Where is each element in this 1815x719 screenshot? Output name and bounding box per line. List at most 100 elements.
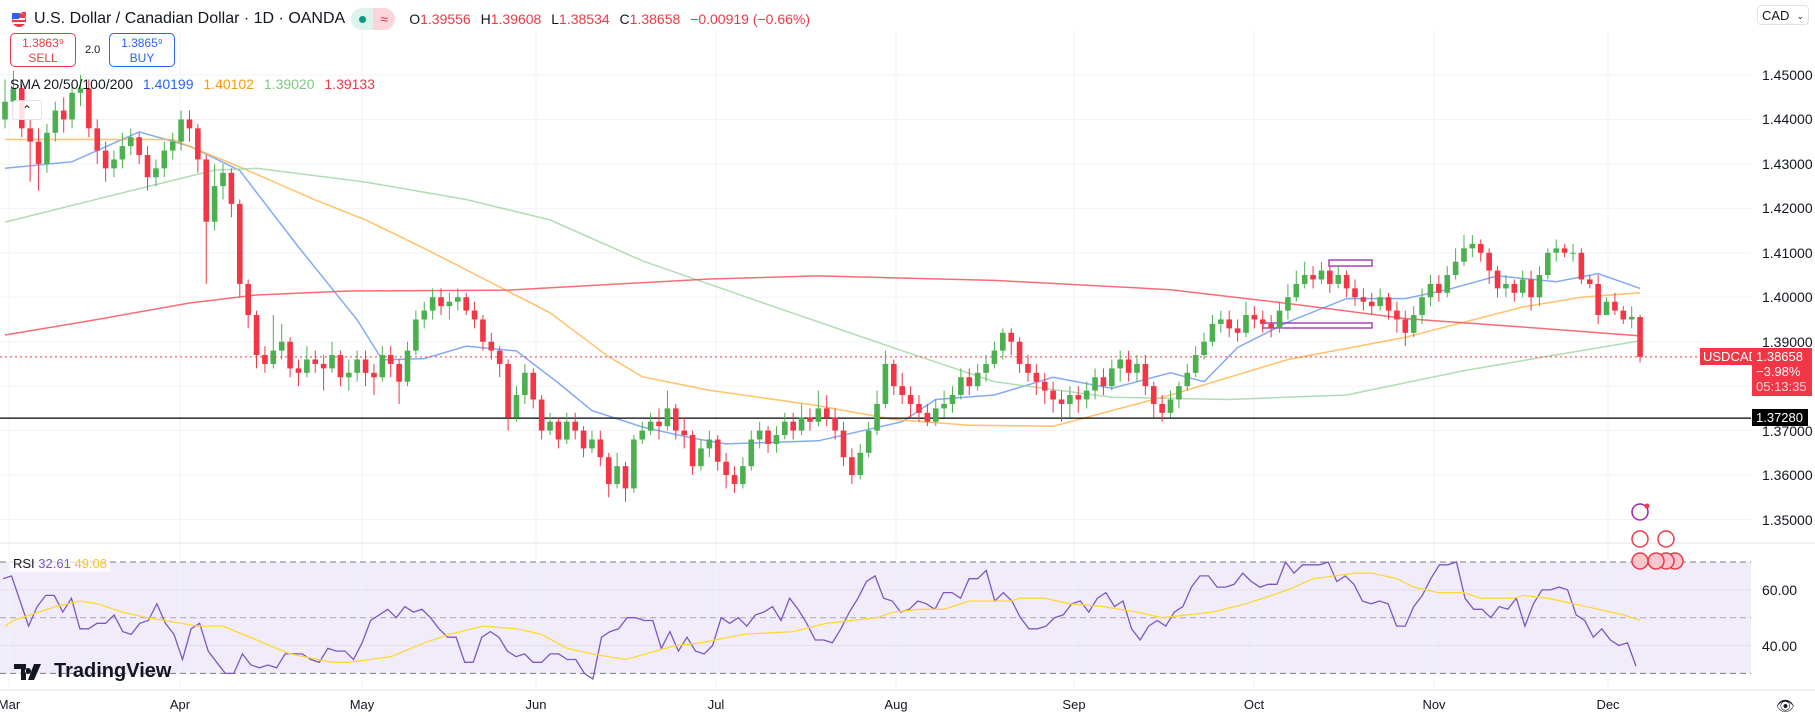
high-value: 1.39608 [490, 11, 542, 27]
currency-value: CAD [1762, 8, 1790, 23]
low-value: 1.38534 [559, 11, 610, 27]
candle-body [1620, 310, 1627, 320]
candle-body [731, 475, 738, 484]
candle-body [438, 297, 444, 307]
chart-settings-eye-icon[interactable]: 👁 [1776, 698, 1796, 715]
candle-body [27, 128, 33, 142]
time-axis-label: Apr [169, 697, 191, 712]
candle-body [1293, 283, 1300, 298]
candle-body [1528, 279, 1534, 298]
symbol-header: U.S. Dollar / Canadian Dollar · 1D · OAN… [10, 8, 816, 30]
candle-body [161, 150, 168, 169]
candle-body [949, 395, 956, 404]
candle-body [1083, 390, 1090, 400]
us-event-flag-icon [1647, 552, 1665, 570]
candle-body [396, 363, 402, 382]
candle-body [1243, 315, 1249, 333]
change-value: −0.00919 (−0.66%) [690, 11, 811, 27]
candle-body [371, 372, 377, 378]
candle-body [714, 439, 721, 462]
collapse-legend-button[interactable]: ⌃ [12, 100, 42, 120]
candle-body [446, 301, 453, 307]
candle-body [1209, 323, 1216, 342]
sell-price: 1.3863⁹ [22, 36, 64, 50]
candle-body [387, 355, 394, 364]
candle-body [471, 310, 478, 320]
candle-body [270, 350, 277, 364]
candle-body [1075, 395, 1082, 400]
tradingview-logo-icon [14, 663, 41, 680]
candle-body [203, 159, 210, 222]
chevron-up-icon: ⌃ [21, 103, 33, 117]
buy-price: 1.3865⁹ [121, 36, 163, 50]
ohlc-values: O1.39556 H1.39608 L1.38534 C1.38658 −0.0… [409, 11, 816, 27]
candle-body [186, 119, 193, 129]
candle-body [345, 372, 352, 378]
candle-body [765, 430, 771, 444]
candle-body [916, 403, 922, 413]
candle-body [220, 172, 226, 187]
tradingview-logo[interactable]: TradingView [14, 660, 171, 683]
current-price-label: 1.38658 −3.98% 05:13:35 [1752, 348, 1812, 396]
time-axis-label: Jul [707, 697, 725, 712]
candle-body [2, 101, 8, 120]
candle-body [69, 92, 75, 120]
low-label: L [551, 11, 560, 27]
candle-body [421, 310, 428, 320]
candle-body [891, 363, 897, 387]
candle-body [1360, 297, 1367, 302]
candle-body [1058, 399, 1065, 404]
candle-body [522, 372, 528, 396]
candle-body [782, 421, 788, 436]
candle-body [178, 119, 184, 142]
time-axis-label: Aug [884, 697, 908, 712]
candle-body [1327, 270, 1333, 284]
rsi-axis-label: 40.00 [1762, 637, 1798, 654]
sma-line-sma200 [4, 275, 1641, 337]
sma-line-sma50 [5, 138, 1641, 427]
price-axis-label: 1.40000 [1762, 289, 1813, 306]
sma-line-sma100 [4, 167, 1641, 401]
candle-body [153, 168, 159, 178]
candle-body [1276, 310, 1283, 329]
current-change-pct: −3.98% [1756, 364, 1801, 379]
market-status[interactable]: ≈ [351, 8, 396, 30]
candle-body [823, 408, 830, 418]
candle-body [1117, 359, 1124, 369]
candle-body [362, 359, 369, 373]
sell-button[interactable]: 1.3863⁹ SELL [10, 33, 76, 67]
close-value: 1.38658 [629, 11, 681, 27]
symbol-price-tag: USDCAD [1700, 348, 1761, 365]
price-axis-label: 1.36000 [1762, 467, 1813, 484]
us-event-flag-icon [1631, 552, 1649, 570]
candle-body [631, 439, 637, 489]
sma100-value: 1.39020 [263, 76, 315, 92]
sell-label: SELL [28, 51, 58, 65]
rsi-legend[interactable]: RSI 32.61 49.08 [10, 555, 111, 572]
horizontal-level-label[interactable]: 1.37280 [1752, 409, 1808, 426]
drawing-rectangle [1328, 259, 1373, 267]
candle-body [86, 88, 92, 129]
candle-body [681, 430, 687, 436]
price-axis-label: 1.44000 [1762, 111, 1813, 128]
candle-body [572, 421, 578, 431]
candle-body [1134, 363, 1140, 373]
candle-body [932, 408, 939, 422]
currency-selector[interactable]: CAD ⌄ [1757, 5, 1809, 25]
candle-body [329, 355, 335, 369]
sma50-value: 1.40102 [203, 76, 254, 92]
sma-legend[interactable]: SMA 20/50/100/200 1.40199 1.40102 1.3902… [10, 76, 381, 92]
close-label: C [619, 11, 630, 27]
candle-body [1251, 315, 1258, 320]
candle-body [1545, 252, 1551, 276]
buy-button[interactable]: 1.3865⁹ BUY [109, 33, 175, 67]
data-delay-icon: ≈ [373, 8, 396, 30]
time-axis-label: Jun [525, 697, 547, 712]
candle-body [899, 386, 905, 396]
symbol-title[interactable]: U.S. Dollar / Canadian Dollar · 1D · OAN… [34, 10, 346, 27]
candle-body [1427, 283, 1434, 298]
candle-body [144, 155, 151, 178]
candle-body [1016, 341, 1023, 364]
price-axis-label: 1.35000 [1762, 511, 1813, 528]
